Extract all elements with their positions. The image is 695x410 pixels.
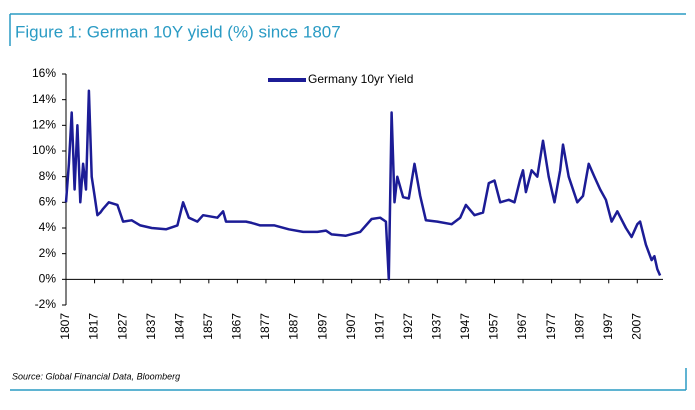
x-tick-label: 1967 bbox=[515, 313, 529, 340]
x-tick-label: 1857 bbox=[201, 313, 215, 340]
x-tick-label: 1837 bbox=[144, 313, 158, 340]
chart-title: Figure 1: German 10Y yield (%) since 180… bbox=[15, 22, 341, 41]
legend-label: Germany 10yr Yield bbox=[308, 72, 413, 86]
series-line bbox=[64, 89, 662, 281]
y-tick-label: 12% bbox=[32, 118, 56, 132]
x-tick-label: 1877 bbox=[258, 313, 272, 340]
x-tick-label: 1977 bbox=[544, 313, 558, 340]
y-tick-label: 2% bbox=[39, 246, 57, 260]
y-tick-label: 16% bbox=[32, 66, 56, 80]
x-tick-label: 1937 bbox=[430, 313, 444, 340]
y-tick-label: 8% bbox=[39, 169, 57, 183]
y-tick-label: 14% bbox=[32, 92, 56, 106]
x-tick-label: 1907 bbox=[344, 313, 358, 340]
x-tick-label: 1917 bbox=[372, 313, 386, 340]
x-tick-label: 1817 bbox=[87, 313, 101, 340]
source-note: Source: Global Financial Data, Bloomberg bbox=[12, 371, 180, 381]
y-tick-label: 10% bbox=[32, 143, 56, 157]
x-tick-label: 2007 bbox=[629, 313, 643, 340]
x-tick-label: 1897 bbox=[315, 313, 329, 340]
x-tick-label: 1847 bbox=[172, 313, 186, 340]
y-tick-label: 4% bbox=[39, 220, 57, 234]
x-tick-label: 1807 bbox=[58, 313, 72, 340]
x-tick-label: 1887 bbox=[287, 313, 301, 340]
y-tick-label: 6% bbox=[39, 195, 57, 209]
y-tick-label: 0% bbox=[39, 272, 57, 286]
x-tick-label: 1827 bbox=[115, 313, 129, 340]
x-tick-label: 1947 bbox=[458, 313, 472, 340]
y-tick-label: -2% bbox=[35, 297, 57, 311]
x-tick-label: 1927 bbox=[401, 313, 415, 340]
x-tick-label: 1987 bbox=[572, 313, 586, 340]
x-tick-label: 1957 bbox=[487, 313, 501, 340]
x-tick-label: 1867 bbox=[230, 313, 244, 340]
x-tick-label: 1997 bbox=[601, 313, 615, 340]
